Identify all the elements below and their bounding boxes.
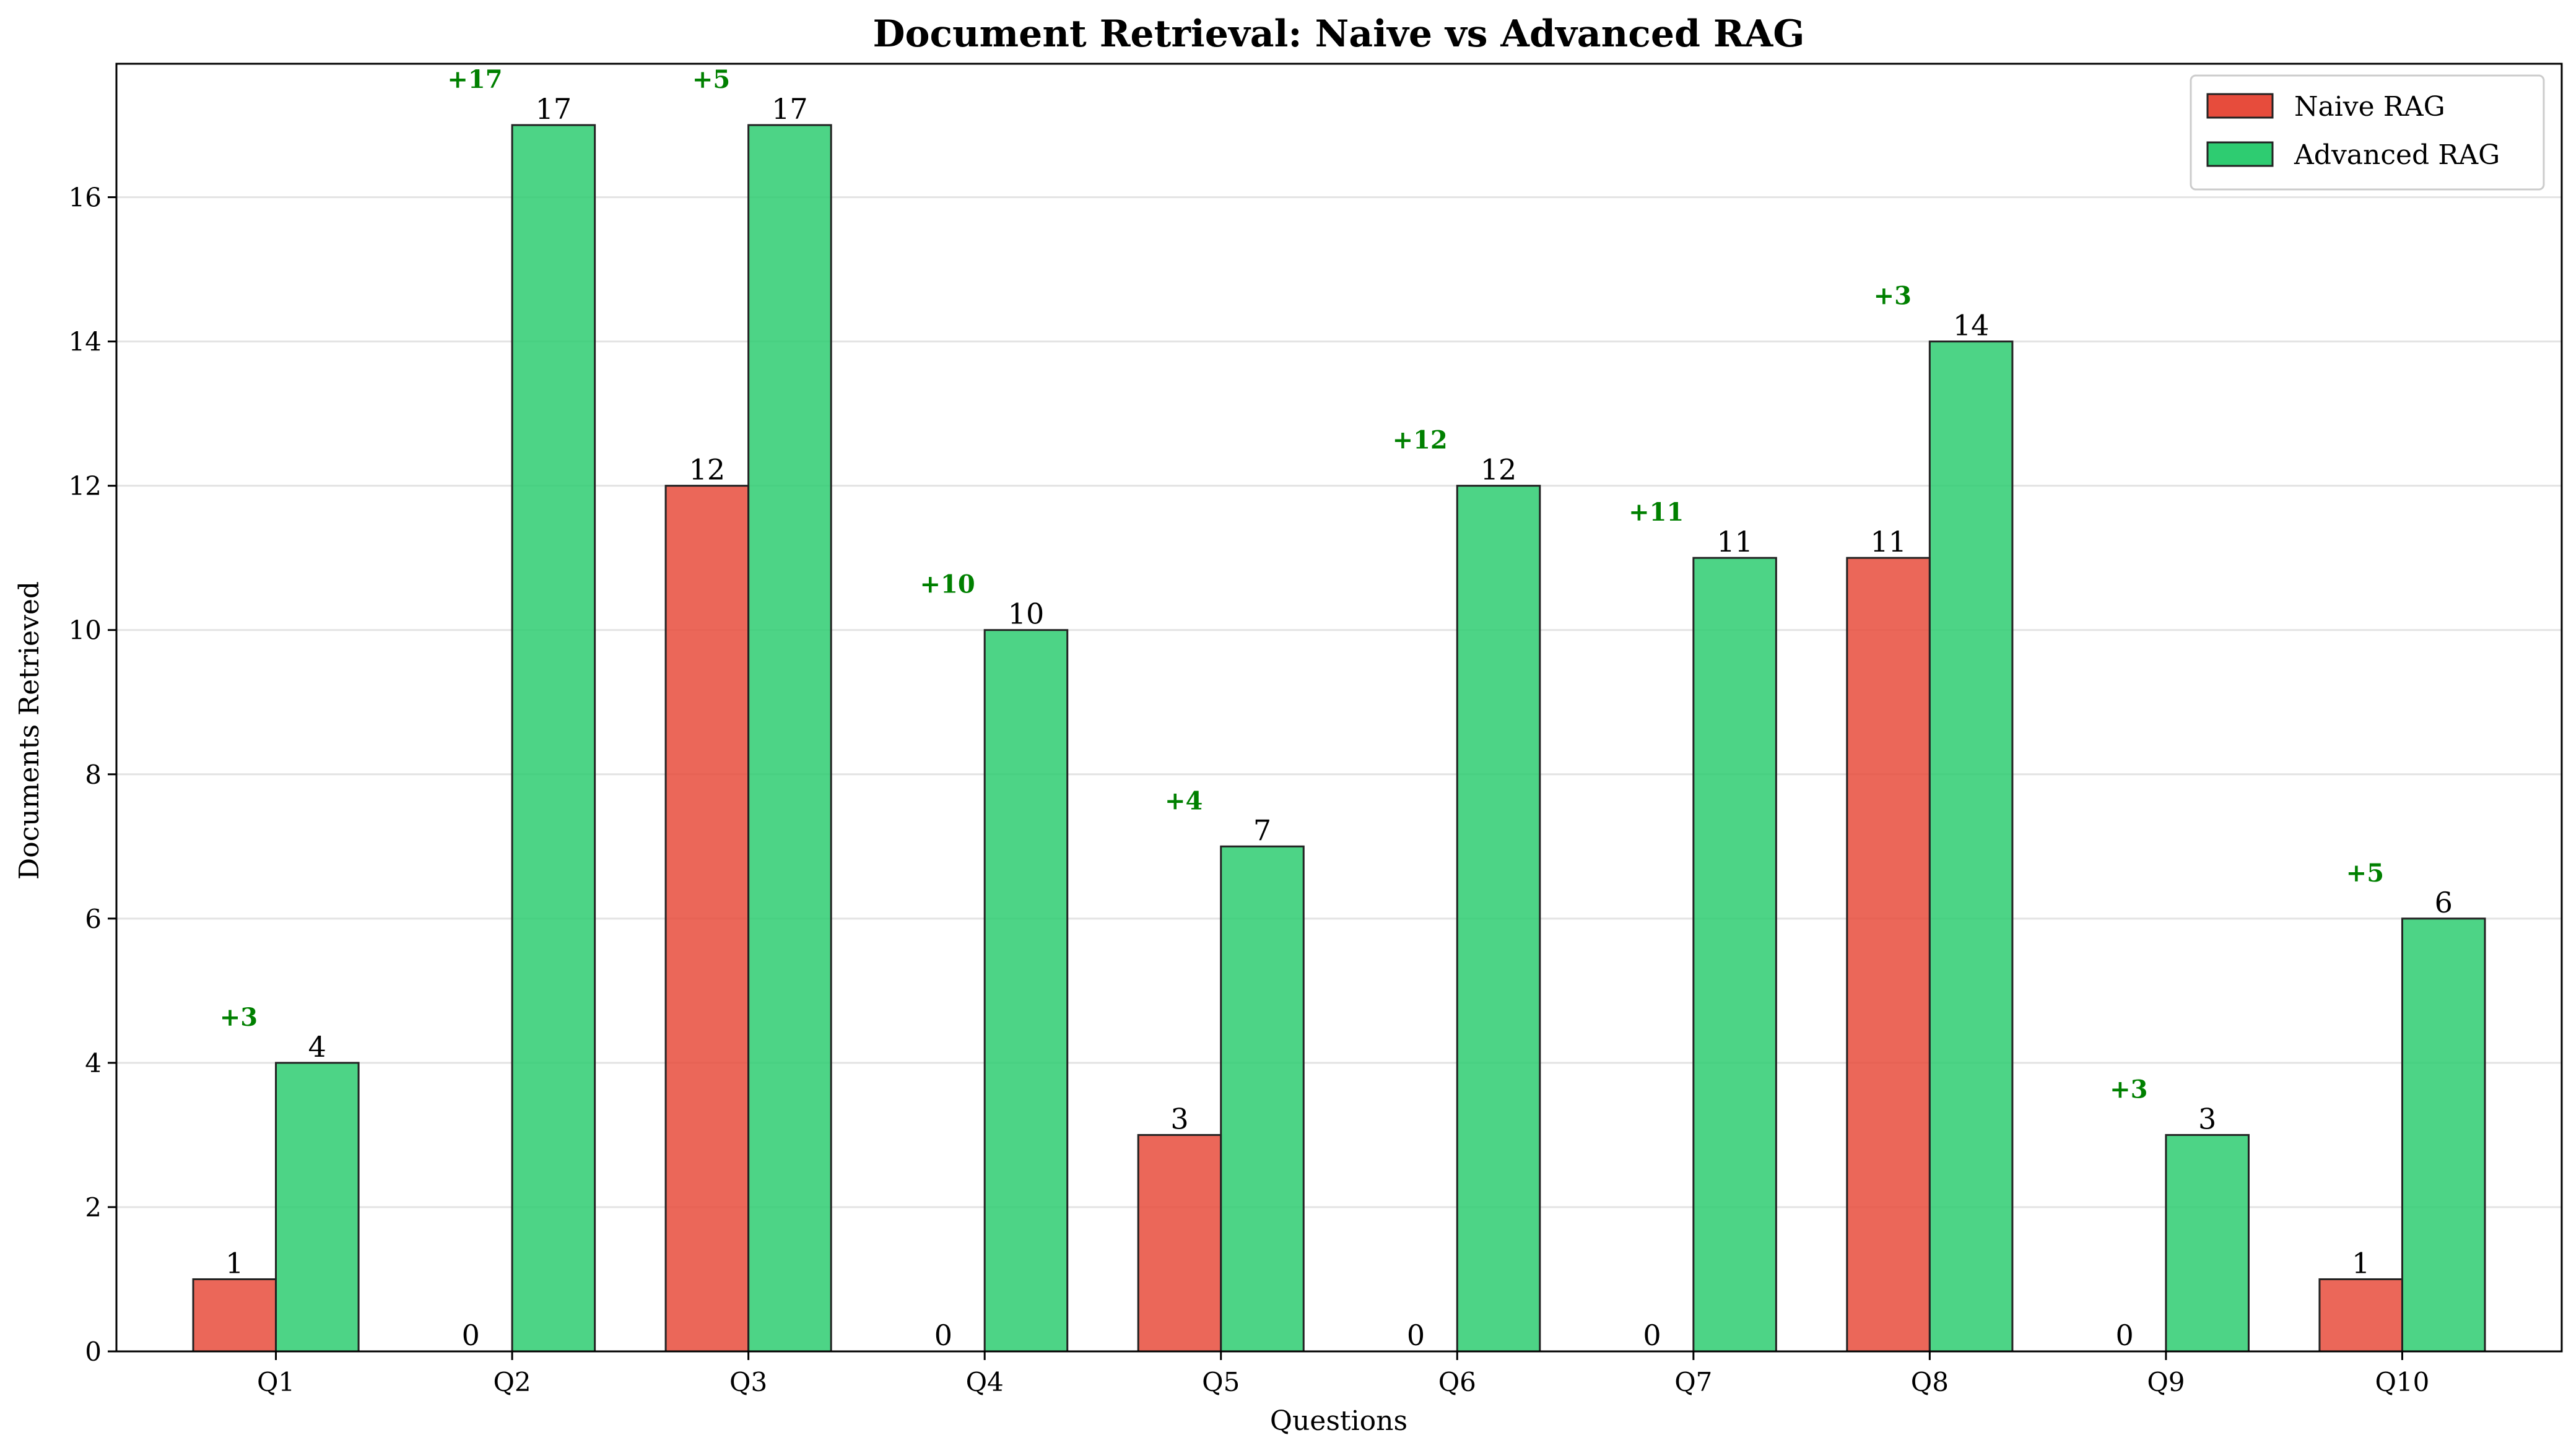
legend: Naive RAG Advanced RAG: [2190, 74, 2545, 191]
bar-advanced-q6: [1456, 485, 1541, 1353]
improvement-label-q5: +4: [1165, 786, 1203, 815]
bar-naive-q10: [2318, 1278, 2403, 1353]
value-label-naive-q9: 0: [2115, 1319, 2133, 1352]
bars: [192, 124, 2486, 1353]
x-tick-label: Q9: [2147, 1367, 2185, 1397]
value-label-advanced-q3: 17: [772, 92, 808, 126]
bar-advanced-q3: [747, 124, 832, 1353]
value-label-advanced-q7: 11: [1716, 525, 1753, 558]
improvement-label-q9: +3: [2110, 1075, 2147, 1104]
bar-naive-q3: [664, 485, 750, 1353]
x-tick-label: Q10: [2375, 1367, 2430, 1397]
improvement-label-q1: +3: [220, 1003, 258, 1032]
value-label-advanced-q10: 6: [2435, 886, 2453, 919]
value-label-naive-q5: 3: [1170, 1102, 1188, 1135]
x-tick-label: Q2: [494, 1367, 531, 1397]
value-label-advanced-q2: 17: [536, 92, 572, 126]
y-tick-label: 4: [85, 1048, 102, 1078]
bar-naive-q5: [1137, 1133, 1222, 1353]
x-tick-label: Q4: [966, 1367, 1004, 1397]
x-tick-label: Q1: [257, 1367, 295, 1397]
value-label-naive-q7: 0: [1643, 1319, 1661, 1352]
legend-label-advanced-rag: Advanced RAG: [2294, 139, 2500, 171]
improvement-label-q7: +11: [1629, 498, 1684, 527]
x-tick-label: Q5: [1202, 1367, 1240, 1397]
bar-advanced-q4: [983, 629, 1069, 1353]
y-axis-label: Documents Retrieved: [14, 581, 45, 880]
x-tick-label: Q6: [1438, 1367, 1476, 1397]
bar-naive-q1: [192, 1278, 277, 1353]
bar-naive-q8: [1846, 557, 1931, 1353]
improvement-label-q2: +17: [447, 65, 502, 94]
improvement-label-q10: +5: [2346, 859, 2384, 888]
legend-swatch-naive-rag: [2206, 93, 2274, 119]
plot-frame: [115, 63, 2563, 1353]
value-label-naive-q4: 0: [934, 1319, 952, 1352]
improvement-label-q8: +3: [1874, 282, 1912, 311]
value-label-naive-q10: 1: [2352, 1246, 2370, 1280]
improvement-label-q4: +10: [920, 570, 975, 599]
y-tick-label: 0: [85, 1337, 102, 1367]
legend-box: [2190, 74, 2545, 191]
value-label-naive-q6: 0: [1407, 1319, 1425, 1352]
bar-advanced-q2: [511, 124, 596, 1353]
x-tick-label: Q7: [1674, 1367, 1712, 1397]
data-labels: 14+3017+171217+5010+1037+4012+12011+1111…: [220, 65, 2453, 1352]
y-tick-label: 10: [69, 615, 102, 646]
y-tick-label: 16: [69, 183, 102, 213]
bar-advanced-q10: [2401, 917, 2486, 1353]
value-label-naive-q2: 0: [462, 1319, 480, 1352]
value-label-advanced-q6: 12: [1481, 453, 1517, 487]
bar-advanced-q7: [1692, 557, 1777, 1353]
value-label-advanced-q1: 4: [308, 1030, 326, 1064]
x-tick-label: Q3: [729, 1367, 767, 1397]
y-tick-label: 8: [85, 760, 102, 790]
value-label-advanced-q5: 7: [1253, 813, 1271, 847]
improvement-label-q3: +5: [692, 65, 730, 94]
x-tick-label: Q8: [1911, 1367, 1949, 1397]
legend-swatch-advanced-rag: [2206, 141, 2274, 167]
value-label-naive-q8: 11: [1870, 525, 1907, 558]
legend-label-naive-rag: Naive RAG: [2294, 91, 2445, 123]
bar-advanced-q1: [275, 1062, 360, 1353]
value-label-naive-q3: 12: [689, 453, 726, 487]
y-tick-label: 6: [85, 904, 102, 934]
bar-advanced-q9: [2165, 1133, 2250, 1353]
bar-advanced-q5: [1220, 845, 1305, 1353]
value-label-naive-q1: 1: [225, 1246, 243, 1280]
value-label-advanced-q8: 14: [1953, 309, 1990, 342]
improvement-label-q6: +12: [1393, 426, 1448, 455]
chart-title: Document Retrieval: Naive vs Advanced RA…: [872, 12, 1804, 56]
bar-advanced-q8: [1928, 340, 2014, 1353]
value-label-advanced-q9: 3: [2198, 1102, 2216, 1135]
x-axis-label: Questions: [1270, 1405, 1407, 1437]
y-tick-label: 2: [85, 1192, 102, 1223]
y-tick-label: 14: [69, 327, 102, 357]
y-tick-label: 12: [69, 471, 102, 501]
value-label-advanced-q4: 10: [1008, 597, 1045, 631]
